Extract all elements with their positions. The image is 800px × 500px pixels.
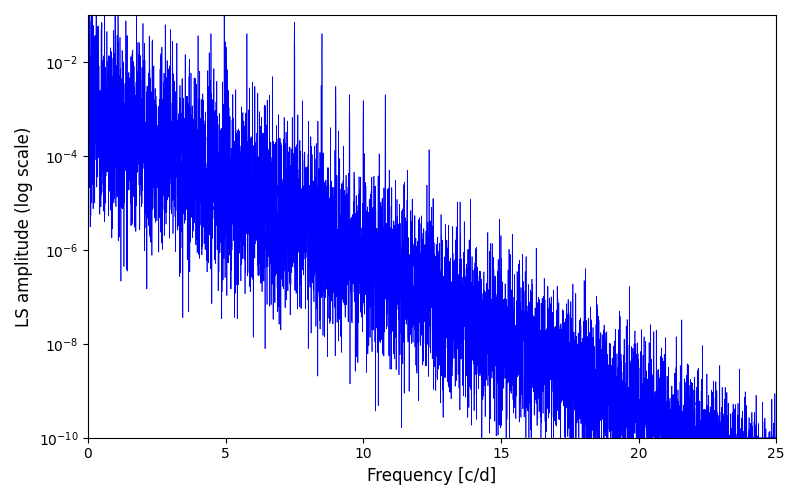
Y-axis label: LS amplitude (log scale): LS amplitude (log scale) (15, 126, 33, 326)
X-axis label: Frequency [c/d]: Frequency [c/d] (367, 467, 497, 485)
